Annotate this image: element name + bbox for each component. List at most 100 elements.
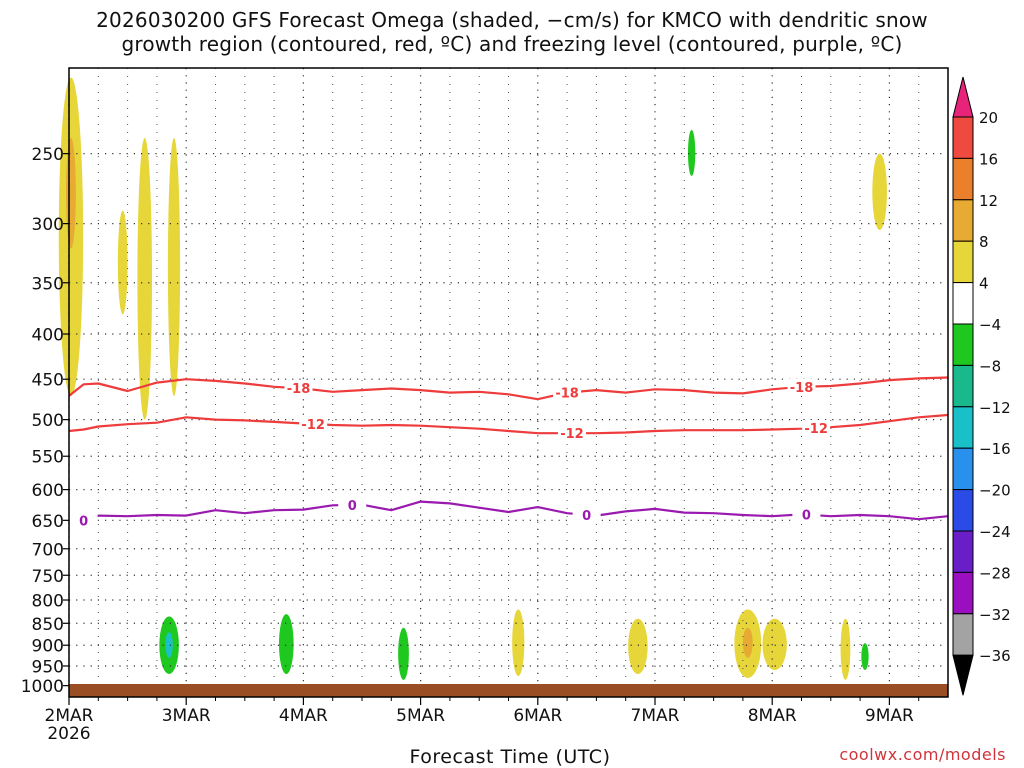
freezing-level-label-bg-2 <box>572 506 601 522</box>
upward-motion-high-10 <box>872 153 887 230</box>
colorbar-label-7: −12 <box>979 399 1011 417</box>
dgz-minus18-label-bg-0 <box>284 380 313 396</box>
y-tick-label-250: 250 <box>32 145 64 165</box>
y-tick-label-800: 800 <box>32 592 64 612</box>
upward-motion-low-5 <box>628 618 648 674</box>
dgz-minus12-label-2: -12 <box>804 422 828 437</box>
colorbar-swatch-9 <box>952 489 974 532</box>
x-tick-label-4MAR: 4MAR <box>279 706 328 726</box>
downward-motion-low-2 <box>278 614 294 674</box>
freezing-level-label-bg-1 <box>338 496 367 512</box>
colorbar-swatch-7 <box>952 406 974 449</box>
y-tick-label-400: 400 <box>32 326 64 346</box>
y-tick-label-600: 600 <box>32 481 64 501</box>
colorbar-swatch-6 <box>952 364 974 408</box>
y-tick-label-750: 750 <box>32 567 64 587</box>
freezing-level-label-0: 0 <box>79 514 88 529</box>
dgz-minus12-line <box>68 413 949 435</box>
dgz-minus12-label-bg-1 <box>557 425 586 441</box>
colorbar-label-4: 4 <box>979 275 989 293</box>
y-tick-label-650: 650 <box>32 512 64 532</box>
y-tick-label-900: 900 <box>32 637 64 657</box>
dgz-minus12-label-bg-0 <box>299 415 328 431</box>
freezing-level-label-bg-0 <box>69 512 98 528</box>
colorbar-swatch-4 <box>952 282 974 325</box>
y-tick-label-300: 300 <box>32 215 64 235</box>
y-axis: 2503003504004505005506006507007508008509… <box>21 145 69 697</box>
colorbar-swatch-12 <box>952 613 974 656</box>
x-tick-label-3MAR: 3MAR <box>162 706 211 726</box>
colorbar-label-11: −28 <box>979 564 1011 582</box>
colorbar-swatch-11 <box>952 571 974 615</box>
colorbar-swatch-8 <box>952 447 974 491</box>
contour-layer: -18 -18 -18 -12 -12 -12 0 0 0 0 <box>68 376 949 529</box>
y-tick-label-350: 350 <box>32 274 64 294</box>
upward-motion-col-2 <box>137 137 153 420</box>
colorbar-label-8: −16 <box>979 440 1011 458</box>
dgz-minus12-label-bg-2 <box>802 419 831 435</box>
freezing-level-label-1: 0 <box>348 499 357 514</box>
freezing-level-label-2: 0 <box>582 509 591 524</box>
colorbar-bottom-arrow <box>952 654 974 696</box>
colorbar-label-9: −20 <box>979 482 1011 500</box>
colorbar-swatch-2 <box>952 199 974 242</box>
x-tick-label-2MAR: 2MAR <box>45 706 94 726</box>
upward-motion-low-4 <box>512 609 525 676</box>
colorbar-label-13: −36 <box>979 647 1011 665</box>
colorbar-swatch-10 <box>952 530 974 573</box>
x-tick-label-9MAR: 9MAR <box>865 706 914 726</box>
dgz-minus18-label-bg-1 <box>553 384 582 400</box>
x-tick-label-6MAR: 6MAR <box>513 706 562 726</box>
chart-title-line-1: 2026030200 GFS Forecast Omega (shaded, −… <box>96 8 928 32</box>
ground-band <box>69 684 948 697</box>
colorbar-swatch-5 <box>952 323 974 366</box>
source-credit[interactable]: coolwx.com/models <box>839 745 1006 764</box>
y-tick-label-1000: 1000 <box>21 677 64 697</box>
downward-motion-low-1-core <box>165 632 173 658</box>
colorbar-swatch-0 <box>952 116 974 159</box>
downward-motion-low-3 <box>398 627 409 680</box>
x-tick-label-5MAR: 5MAR <box>396 706 445 726</box>
dgz-minus18-label-bg-2 <box>787 378 816 394</box>
x-axis-title: Forecast Time (UTC) <box>409 746 611 768</box>
colorbar-label-6: −8 <box>979 357 1001 375</box>
x-tick-sublabel: 2026 <box>47 724 90 744</box>
plot-frame <box>68 67 949 698</box>
upward-motion-core-1 <box>66 137 76 249</box>
y-tick-label-700: 700 <box>32 540 64 560</box>
y-tick-label-950: 950 <box>32 657 64 677</box>
y-tick-label-550: 550 <box>32 448 64 468</box>
omega-shading-layer <box>58 77 887 680</box>
colorbar-swatch-1 <box>952 157 974 201</box>
x-tick-label-7MAR: 7MAR <box>631 706 680 726</box>
y-tick-label-450: 450 <box>32 371 64 391</box>
y-tick-label-850: 850 <box>32 615 64 635</box>
colorbar-label-12: −32 <box>979 606 1011 624</box>
freezing-level-label-3: 0 <box>802 509 811 524</box>
freezing-level-label-bg-3 <box>792 506 821 522</box>
dgz-minus12-label-0: -12 <box>301 418 325 433</box>
upward-motion-col-3 <box>167 137 181 396</box>
dgz-minus18-label-0: -18 <box>287 382 311 397</box>
y-tick-label-500: 500 <box>32 411 64 431</box>
upward-motion-col-4 <box>117 210 128 315</box>
upward-motion-low-6-core <box>742 627 753 658</box>
ground-layer <box>69 684 948 697</box>
dgz-minus12-label-1: -12 <box>560 427 584 442</box>
colorbar-label-3: 8 <box>979 233 989 251</box>
colorbar-top-arrow <box>952 76 974 118</box>
upward-motion-low-7 <box>762 618 787 670</box>
colorbar-swatch-3 <box>952 240 974 284</box>
dgz-minus18-label-2: -18 <box>790 381 814 396</box>
colorbar-label-0: 20 <box>979 109 998 127</box>
colorbar-label-10: −24 <box>979 523 1011 541</box>
upward-motion-low-8 <box>840 618 851 680</box>
dgz-minus18-label-1: -18 <box>555 387 579 402</box>
downward-motion-low-9 <box>861 643 869 670</box>
colorbar: 20 16 12 8 4 −4 −8 −12 −16 −20 −24 −28 −32 −36 <box>952 76 1011 696</box>
downward-motion-high-11 <box>687 129 696 176</box>
colorbar-label-1: 16 <box>979 150 998 168</box>
colorbar-label-5: −4 <box>979 316 1001 334</box>
